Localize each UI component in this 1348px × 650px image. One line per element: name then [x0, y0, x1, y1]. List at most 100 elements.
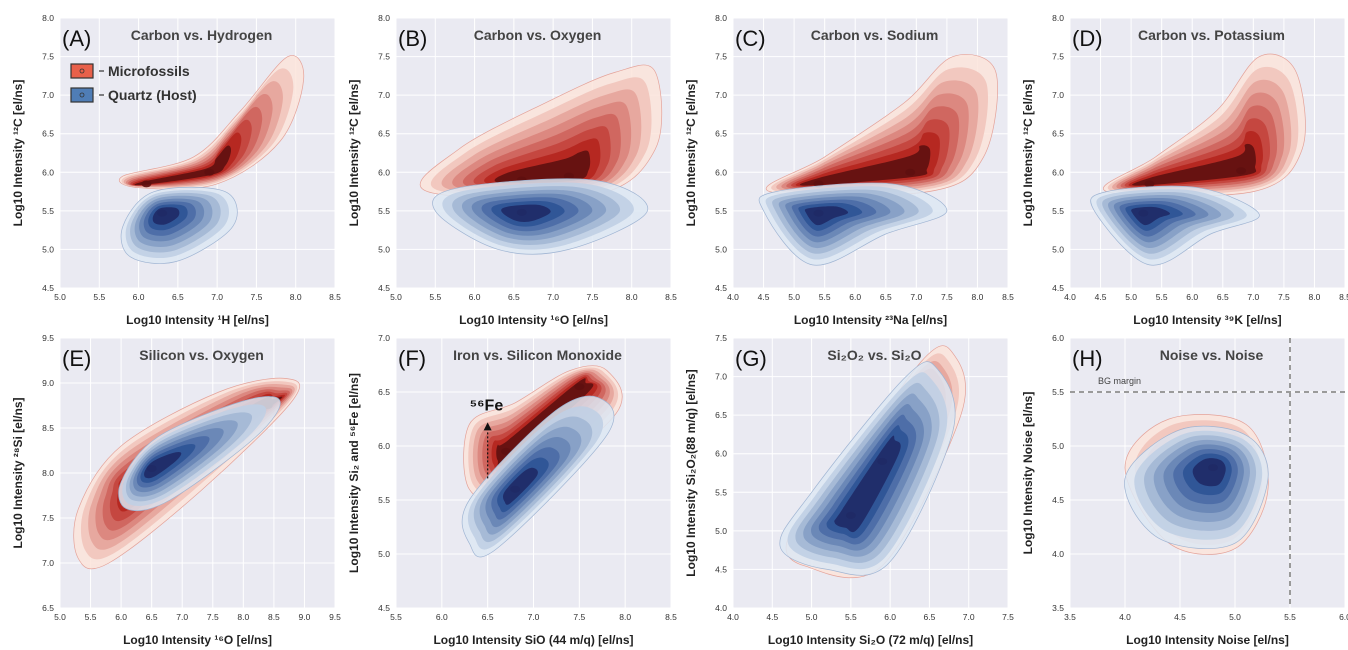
legend-marker — [79, 92, 85, 98]
density-peak — [905, 168, 916, 176]
x-tick-label: 5.0 — [54, 612, 66, 622]
y-tick-label: 4.5 — [42, 283, 54, 293]
y-tick-label: 7.0 — [715, 90, 727, 100]
x-tick-label: 5.0 — [54, 292, 66, 302]
y-tick-label: 5.5 — [378, 495, 390, 505]
y-tick-label: 4.5 — [715, 283, 727, 293]
x-tick-label: 6.5 — [482, 612, 494, 622]
x-tick-label: 6.5 — [146, 612, 158, 622]
x-tick-label: 8.5 — [329, 292, 341, 302]
x-tick-label: 4.0 — [1064, 292, 1076, 302]
density-peak — [574, 383, 585, 391]
x-tick-label: 7.5 — [1278, 292, 1290, 302]
y-tick-label: 7.0 — [715, 372, 727, 382]
legend-label: Microfossils — [108, 63, 190, 79]
density-peak — [516, 208, 527, 216]
x-tick-label: 6.5 — [1217, 292, 1229, 302]
y-tick-label: 7.0 — [42, 558, 54, 568]
x-tick-label: 8.5 — [665, 292, 677, 302]
x-tick-label: 6.5 — [508, 292, 520, 302]
panel-letter: (H) — [1072, 346, 1103, 371]
y-axis-label: Log10 Intensity Si₂O₂(88 m/q) [el/ns] — [684, 369, 698, 576]
y-axis-label: Log10 Intensity ²⁸Si [el/ns] — [11, 397, 25, 548]
panel-letter: (B) — [398, 26, 427, 51]
x-axis-label: Log10 Intensity ¹⁶O [el/ns] — [459, 313, 608, 327]
y-tick-label: 5.5 — [715, 206, 727, 216]
density-peak — [845, 511, 856, 519]
y-tick-label: 4.5 — [1052, 283, 1064, 293]
series-quartz-host — [118, 396, 281, 511]
y-tick-label: 7.5 — [715, 333, 727, 343]
y-tick-label: 5.5 — [715, 487, 727, 497]
density-peak — [141, 180, 152, 188]
y-axis-label: Log10 Intensity ¹²C [el/ns] — [1021, 80, 1035, 227]
density-peak — [563, 172, 574, 180]
x-tick-label: 5.5 — [390, 612, 402, 622]
x-tick-label: 6.0 — [1186, 292, 1198, 302]
panel-f: 5.5 6.0 6.5 7.0 7.5 8.0 8.5 4.5 5.0 5.5 6.0 6.5 7.0 ⁵… — [347, 333, 677, 647]
density-peak — [1208, 464, 1218, 472]
panel-title: Carbon vs. Sodium — [811, 27, 939, 43]
y-axis-label: Log10 Intensity ¹²C [el/ns] — [684, 80, 698, 227]
series-microfossils — [118, 55, 305, 190]
panel-letter: (A) — [62, 26, 91, 51]
y-tick-label: 8.0 — [42, 13, 54, 23]
density-peak — [157, 209, 168, 217]
series-quartz-host — [461, 395, 615, 558]
y-tick-label: 5.0 — [42, 244, 54, 254]
density-peak — [1236, 167, 1247, 175]
series-quartz-host — [120, 186, 238, 264]
panel-e: 5.0 5.5 6.0 6.5 7.0 7.5 8.0 8.5 9.0 9.5 6.5 7.0 7.5 8… — [11, 333, 341, 647]
x-tick-label: 8.0 — [626, 292, 638, 302]
x-tick-label: 6.5 — [924, 612, 936, 622]
panel-a: 5.0 5.5 6.0 6.5 7.0 7.5 8.0 8.54.55.05.56.06.57… — [11, 13, 341, 327]
y-tick-label: 5.0 — [715, 526, 727, 536]
x-tick-label: 5.0 — [788, 292, 800, 302]
x-tick-label: 7.0 — [1247, 292, 1259, 302]
x-tick-label: 5.5 — [93, 292, 105, 302]
y-tick-label: 8.0 — [715, 13, 727, 23]
y-tick-label: 5.5 — [1052, 206, 1064, 216]
series-quartz-host — [758, 182, 948, 266]
x-tick-label: 4.5 — [1095, 292, 1107, 302]
panel-c: 4.0 4.5 5.0 5.5 6.0 6.5 7.0 7.5 8.0 8.54.55.05.56… — [684, 13, 1014, 327]
y-tick-label: 4.0 — [1052, 549, 1064, 559]
y-tick-label: 7.5 — [1052, 52, 1064, 62]
panel-d: 4.04.55.05.56.06.57.07.58.08.54.55.05.56… — [1021, 13, 1348, 327]
legend-label: Quartz (Host) — [108, 87, 197, 103]
x-tick-label: 6.0 — [849, 292, 861, 302]
bg-margin-label: BG margin — [1098, 376, 1141, 386]
x-tick-label: 6.0 — [133, 292, 145, 302]
y-tick-label: 8.0 — [378, 13, 390, 23]
x-tick-label: 6.0 — [436, 612, 448, 622]
panel-letter: (E) — [62, 346, 91, 371]
x-tick-label: 7.0 — [176, 612, 188, 622]
panel-letter: (F) — [398, 346, 426, 371]
x-axis-label: Log10 Intensity Noise [el/ns] — [1126, 633, 1289, 647]
y-tick-label: 7.0 — [42, 90, 54, 100]
legend-swatch — [70, 63, 94, 79]
x-tick-label: 8.0 — [290, 292, 302, 302]
x-tick-label: 4.5 — [1174, 612, 1186, 622]
y-tick-label: 5.5 — [42, 206, 54, 216]
y-axis-label: Log10 Intensity ¹²C [el/ns] — [347, 80, 361, 227]
y-tick-label: 5.0 — [378, 244, 390, 254]
x-tick-label: 5.5 — [429, 292, 441, 302]
legend-swatch — [70, 87, 94, 103]
fe-arrow-head — [483, 422, 492, 431]
y-tick-label: 5.0 — [1052, 244, 1064, 254]
x-tick-label: 4.5 — [758, 292, 770, 302]
panel-g: 4.0 4.5 5.0 5.5 6.0 6.5 7.0 7.5 4.0 4.5 5.0 5.5 6.0 6… — [684, 333, 1014, 647]
x-tick-label: 6.0 — [115, 612, 127, 622]
x-tick-label: 5.0 — [1229, 612, 1241, 622]
legend-marker — [79, 68, 85, 74]
x-tick-label: 6.0 — [469, 292, 481, 302]
density-layer — [779, 345, 966, 579]
density-contour — [502, 467, 538, 505]
y-tick-label: 8.5 — [42, 423, 54, 433]
y-tick-label: 6.0 — [378, 167, 390, 177]
x-tick-label: 6.0 — [884, 612, 896, 622]
series-quartz-host — [1090, 185, 1260, 266]
y-tick-label: 7.0 — [378, 90, 390, 100]
